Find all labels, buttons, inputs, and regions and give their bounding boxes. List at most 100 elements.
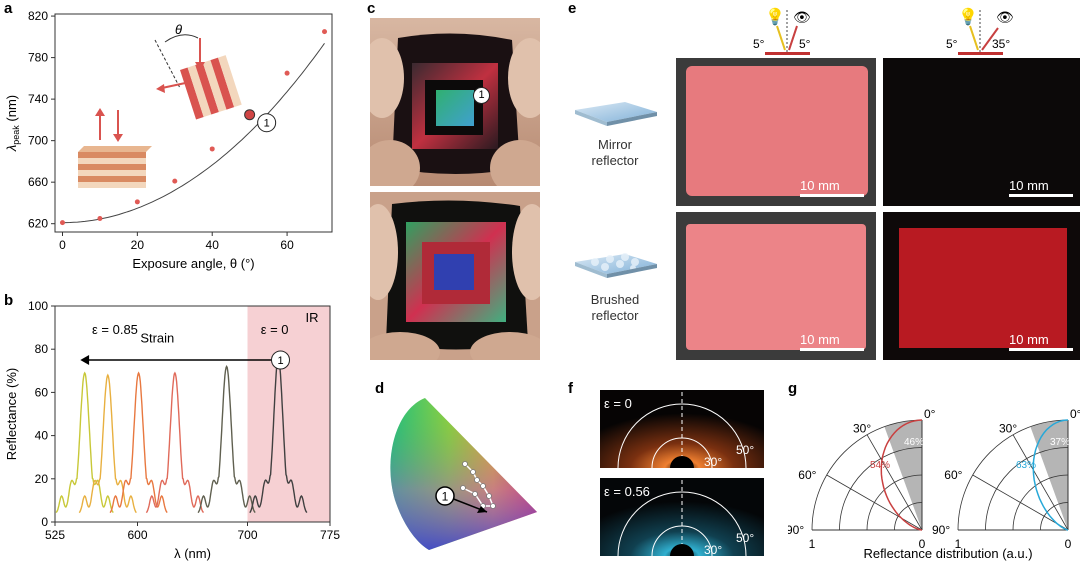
layer-stripe [78,158,146,164]
layer-stack-illustration [78,108,152,188]
xlabel-a: Exposure angle, θ (°) [132,256,254,271]
polar-plot-1: 37% 63% 0° 30° 60° 90° 1 0 [932,407,1080,551]
ring-50-top: 50° [736,443,754,457]
xtick-label-b: 775 [320,528,340,542]
panel-label-b: b [4,292,14,309]
ytick-label-a: 700 [28,134,48,148]
ytick-label-b: 0 [41,515,48,529]
polar-arc [957,419,1069,531]
angle-0: 0° [1070,407,1080,421]
photo-brushed-offspecular: 10 mm [883,212,1080,360]
scalebar-3 [800,348,864,351]
polar-plot-0: 46% 54% 0° 30° 60° 90° 1 0 [786,407,936,551]
eps-right-label: ε = 0 [261,322,289,337]
layer-stripe [78,152,146,158]
photo-mirror-offspecular: 10 mm [883,58,1080,206]
highlight-point-a [244,109,256,121]
r-label-0: 0 [1065,537,1072,551]
ring-50-bottom: 50° [736,531,754,545]
percent-curve: 63% [1016,460,1036,471]
spectrum-0 [55,371,114,514]
panel-label-d: d [375,380,385,397]
data-point-a [284,70,290,76]
ytick-label-b: 60 [35,385,49,399]
strain-arrow-head [80,355,90,365]
marker-label-b: 1 [277,355,283,367]
reflector-icons [575,102,657,278]
xtick-label-a: 20 [131,238,145,252]
xtick-label-a: 40 [206,238,220,252]
xtick-label-b: 600 [127,528,147,542]
angle-30: 30° [999,421,1017,435]
ring-30-top: 30° [704,455,722,469]
panel-label-e: e [568,0,577,17]
polar-arc [894,502,923,531]
spectrum-1 [78,373,137,514]
geometry-headers: 💡 👁 5° 5° 💡 👁 5° 35° [753,7,1014,55]
angle-60: 60° [798,468,816,482]
eps-left-label: ε = 0.85 [92,322,138,337]
bulb-icon: 💡 [765,7,785,26]
r-label-0: 0 [919,537,926,551]
brushed-label-line2: reflector [591,308,639,323]
angle-out-left: 5° [799,37,811,51]
ytick-label-a: 820 [28,9,48,23]
data-point-a [59,220,65,226]
panel-label-c: c [367,0,376,17]
panel-label-g: g [788,380,798,397]
ytick-label-b: 100 [28,299,48,313]
mirror-label-line1: Mirror [598,137,632,152]
fit-curve-a [62,43,325,224]
photo-film-top: 1 [370,18,540,186]
panel-g: g 46% 54% 0° 30° 60° 90° 1 0 37% 63% 0° 30° 60° 90° 1 0… [786,380,1080,562]
scalebar-4 [1009,348,1073,351]
panel-b: b IR 525 600 700 775 0 20 40 60 80 100 λ (nm) Reflec… [0,284,345,562]
data-point-a [209,146,215,152]
scale-text-4: 10 mm [1009,332,1049,347]
xlabel-g: Reflectance distribution (a.u.) [863,546,1032,561]
xlabel-b: λ (nm) [174,546,211,561]
ylabel-a: λpeak (nm) [4,95,21,152]
brushed-reflector-label: Brushed reflector [570,292,660,324]
tilted-stripe [180,67,204,120]
polar-spoke [826,474,923,531]
polar-arc [839,447,923,531]
panel-label-f: f [568,380,573,397]
polar-plots: 46%54%0°30°60°90°1 037%63%0°30°60°90°1 0Re… [786,407,1080,561]
reflect-arrow [161,81,191,89]
polar-spoke [1012,434,1069,531]
r-label-1: 1 [809,537,816,551]
scattering-images: ε = 0 ε = 0.56 50° 30° 50° 30° [600,390,764,557]
arrow-up-head [95,108,105,116]
spectrum-3 [145,371,205,514]
layer-stripe [78,176,146,182]
incident-head [195,62,205,70]
theta-label: θ [175,22,182,37]
data-point-a [322,29,328,35]
panel-d: d 1 [365,380,545,562]
photo-brushed-specular: 10 mm [676,212,876,360]
ir-band [247,306,330,522]
layer-stripe [78,170,146,176]
panel-f: f ε = 0 ε = 0.56 50° 30° 50° 30° [568,380,768,562]
layer-stripe [78,164,146,170]
mirror-reflector-label: Mirror reflector [570,137,660,169]
strain-label: Strain [140,331,174,346]
scale-text-2: 10 mm [1009,178,1049,193]
panel-a: a 0 20 40 60 620 660 700 740 780 820 Exposure angl… [0,0,340,280]
r-label-1: 1 [955,537,962,551]
tilted-stripe [202,60,227,113]
marker-1-cie: 1 [442,490,449,504]
ytick-label-a: 780 [28,51,48,65]
reflect-head [156,84,165,93]
polar-arc [1012,474,1069,531]
theta-arc [164,34,199,43]
percent-grey: 37% [1050,437,1070,448]
panel-label-a: a [4,0,13,17]
tilted-stripe [195,62,219,115]
angle-in-left: 5° [753,37,765,51]
ytick-label-b: 80 [35,342,49,356]
percent-grey: 46% [904,437,924,448]
layer-stripe [78,182,146,188]
polar-arc [985,447,1069,531]
